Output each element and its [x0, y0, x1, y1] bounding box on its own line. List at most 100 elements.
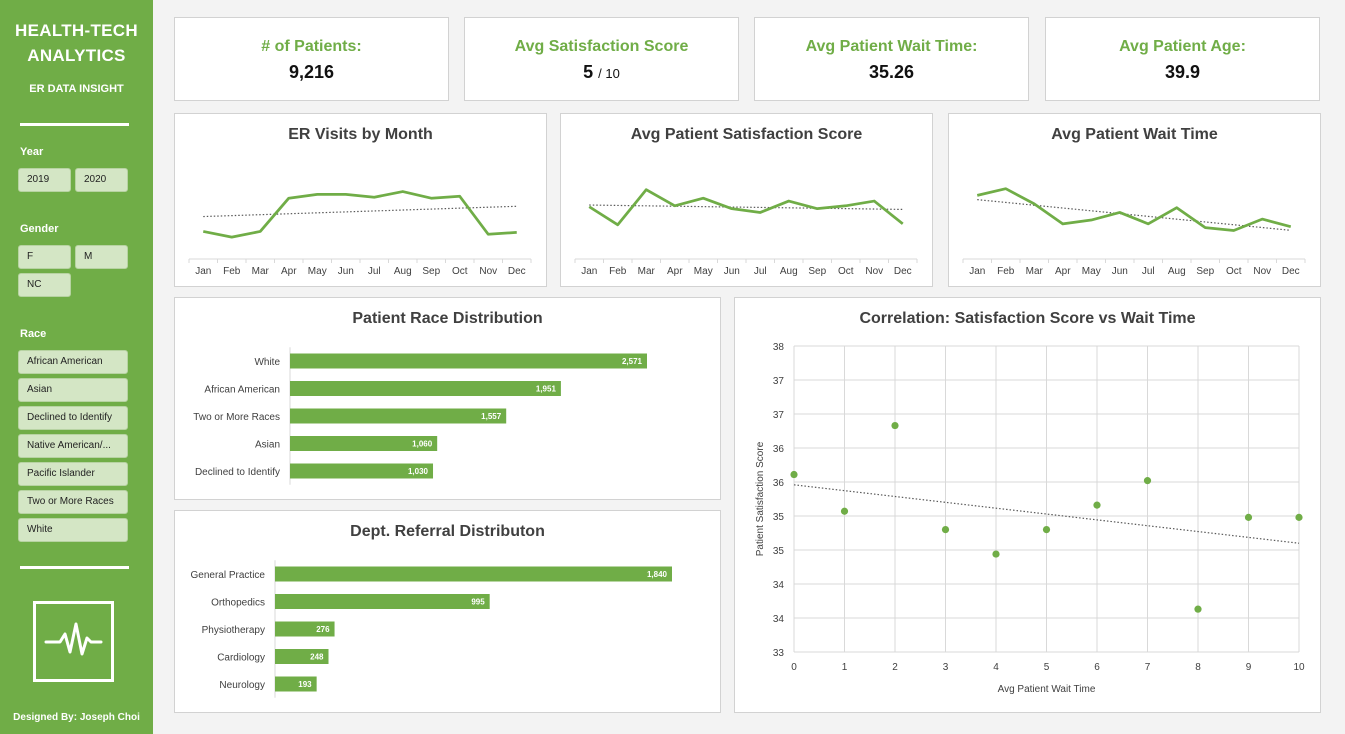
x-tick-label: 2 — [892, 662, 898, 673]
category-label: White — [254, 357, 280, 368]
kpi-patients-value: 9,216 — [288, 62, 335, 82]
x-tick-label: 7 — [1145, 662, 1151, 673]
x-tick-label: Jun — [338, 266, 354, 277]
x-tick-label: Jul — [754, 266, 767, 277]
y-tick-label: 38 — [773, 342, 785, 353]
bar — [290, 381, 561, 396]
x-tick-label: May — [1082, 266, 1101, 277]
x-tick-label: May — [694, 266, 713, 277]
category-label: Physiotherapy — [202, 625, 265, 636]
race-native-american-slicer[interactable]: Native American/... — [18, 434, 128, 458]
y-tick-label: 33 — [773, 648, 785, 659]
kpi-satisfaction-suffix: / 10 — [598, 66, 620, 81]
y-tick-label: 35 — [773, 546, 785, 557]
gender-filter-label: Gender — [20, 223, 59, 235]
x-tick-label: Apr — [1055, 266, 1071, 277]
category-label: Declined to Identify — [195, 467, 280, 478]
x-tick-label: 3 — [943, 662, 949, 673]
race-filter-label: Race — [20, 328, 47, 340]
year-filter-label: Year — [20, 146, 44, 158]
x-tick-label: Apr — [667, 266, 683, 277]
x-tick-label: Feb — [223, 266, 241, 277]
year-2019-slicer[interactable]: 2019 — [18, 168, 71, 192]
gender-nc-slicer[interactable]: NC — [18, 273, 71, 297]
bar-value-label: 1,951 — [536, 385, 557, 394]
bar-value-label: 2,571 — [622, 357, 643, 366]
race-african-american-slicer[interactable]: African American — [18, 350, 128, 374]
scatter-point — [1093, 501, 1101, 509]
kpi-patients-card: # of Patients: 9,216 — [174, 17, 449, 101]
category-label: Cardiology — [217, 653, 265, 664]
race-two-or-more-slicer[interactable]: Two or More Races — [18, 490, 128, 514]
x-tick-label: Jul — [368, 266, 381, 277]
heartbeat-icon — [33, 601, 114, 682]
bar-value-label: 1,557 — [481, 412, 502, 421]
x-tick-label: Oct — [838, 266, 854, 277]
category-label: General Practice — [191, 570, 266, 581]
gender-f-slicer[interactable]: F — [18, 245, 71, 269]
x-tick-label: Sep — [422, 266, 440, 277]
x-tick-label: Oct — [1226, 266, 1242, 277]
kpi-wait-value: 35.26 — [868, 62, 915, 82]
x-axis-title: Avg Patient Wait Time — [998, 684, 1096, 695]
correlation-chart: Correlation: Satisfaction Score vs Wait … — [734, 297, 1321, 713]
race-declined-slicer[interactable]: Declined to Identify — [18, 406, 128, 430]
trendline — [589, 204, 903, 211]
kpi-satisfaction-value: 5 — [583, 62, 594, 82]
kpi-satisfaction-label: Avg Satisfaction Score — [514, 38, 689, 55]
race-distribution-chart: Patient Race Distribution White 2,571 Afri… — [174, 297, 721, 500]
scatter-point — [941, 526, 950, 534]
x-tick-label: Mar — [1026, 266, 1044, 277]
sidebar: HEALTH-TECH ANALYTICS ER DATA INSIGHT Ye… — [0, 0, 153, 734]
scatter-point — [992, 550, 1000, 558]
race-asian-slicer[interactable]: Asian — [18, 378, 128, 402]
bar-value-label: 248 — [310, 653, 324, 662]
er-visits-chart: ER Visits by Month Jan Feb Mar Apr May Jun Jul… — [174, 113, 547, 287]
divider — [20, 123, 129, 126]
x-tick-label: Sep — [1196, 266, 1214, 277]
chart-title: Avg Patient Wait Time — [1051, 126, 1218, 143]
race-white-slicer[interactable]: White — [18, 518, 128, 542]
bar-value-label: 1,030 — [408, 467, 429, 476]
race-pacific-islander-slicer[interactable]: Pacific Islander — [18, 462, 128, 486]
year-2020-slicer[interactable]: 2020 — [75, 168, 128, 192]
series-line — [588, 188, 904, 227]
scatter-point — [1194, 605, 1202, 613]
x-tick-label: 0 — [791, 662, 797, 673]
x-tick-label: Nov — [479, 266, 497, 277]
x-tick-label: Sep — [808, 266, 826, 277]
kpi-age-label: Avg Patient Age: — [1119, 38, 1246, 55]
series-line — [976, 187, 1292, 232]
scatter-point — [1143, 477, 1152, 485]
satisfaction-chart-svg: Jan Feb Mar Apr May Jun Jul Aug Sep Oct Nov Dec — [574, 188, 918, 277]
scatter-point — [790, 470, 798, 479]
app-title: HEALTH-TECH ANALYTICS — [0, 18, 153, 68]
scatter-point — [1042, 526, 1051, 534]
y-tick-label: 34 — [773, 614, 785, 625]
kpi-patients-label: # of Patients: — [261, 38, 362, 55]
kpi-satisfaction-card: Avg Satisfaction Score 5 / 10 — [464, 17, 739, 101]
referral-distribution-chart-svg: General Practice 1,840 Orthopedics 995 Physi… — [191, 560, 672, 698]
x-tick-label: 1 — [842, 662, 848, 673]
x-tick-label: Jul — [1142, 266, 1155, 277]
wait-time-chart-svg: Jan Feb Mar Apr May Jun Jul Aug Sep Oct Nov Dec — [962, 187, 1306, 277]
trendline — [793, 484, 1300, 544]
gender-m-slicer[interactable]: M — [75, 245, 128, 269]
bar — [275, 676, 317, 692]
chart-title: Dept. Referral Distributon — [350, 523, 545, 540]
category-label: Two or More Races — [193, 412, 280, 423]
designer-credit: Designed By: Joseph Choi — [13, 712, 140, 723]
bar — [275, 594, 490, 609]
scatter-point — [1295, 513, 1303, 521]
bar — [275, 649, 329, 664]
chart-title: ER Visits by Month — [288, 126, 433, 143]
x-tick-label: Dec — [894, 266, 912, 277]
er-visits-chart-svg: Jan Feb Mar Apr May Jun Jul Aug Sep Oct Nov Dec — [188, 190, 532, 277]
wait-time-chart: Avg Patient Wait Time Jan Feb Mar Apr May Jun… — [948, 113, 1321, 287]
scatter-point — [891, 421, 899, 430]
app-title-line1: HEALTH-TECH — [15, 21, 138, 40]
bar-value-label: 193 — [298, 680, 312, 689]
category-label: Asian — [255, 440, 280, 451]
bar — [290, 436, 438, 451]
